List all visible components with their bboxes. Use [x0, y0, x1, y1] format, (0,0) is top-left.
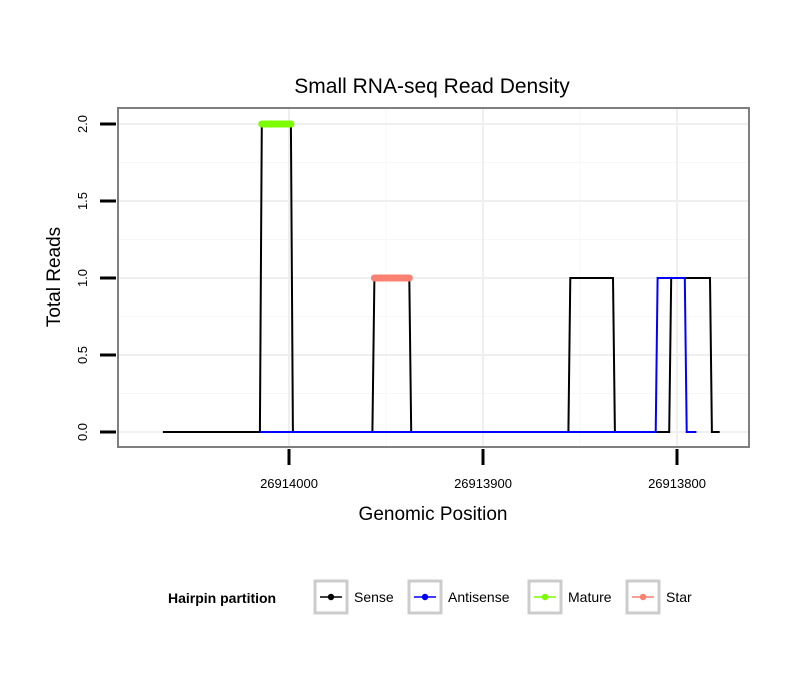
- plot-grid: [118, 108, 749, 447]
- x-tick-label: 26913800: [648, 476, 706, 491]
- plot-panel-border: [117, 107, 750, 448]
- legend-label-antisense: Antisense: [448, 589, 510, 605]
- y-axis-title: Total Reads: [44, 227, 65, 327]
- legend-key-point: [639, 593, 647, 601]
- legend-key-point: [327, 593, 335, 601]
- series-line-antisense: [259, 277, 697, 433]
- y-tick-label: 0.0: [75, 423, 90, 441]
- y-tick-label: 1.0: [75, 269, 90, 287]
- legend-label-sense: Sense: [354, 589, 394, 605]
- x-axis: 26914000 26913900 26913800: [260, 449, 706, 491]
- y-tick-label: 0.5: [75, 346, 90, 364]
- y-axis: 0.0 0.5 1.0 1.5 2.0: [75, 115, 116, 441]
- legend-key-point: [421, 593, 429, 601]
- chart-title: Small RNA-seq Read Density: [294, 75, 570, 98]
- y-tick-label: 1.5: [75, 192, 90, 210]
- legend: Hairpin partition Sense Antisense Mature St…: [168, 579, 692, 615]
- legend-label-mature: Mature: [568, 589, 612, 605]
- legend-key-point: [541, 593, 549, 601]
- x-axis-title: Genomic Position: [359, 504, 508, 525]
- legend-label-star: Star: [666, 589, 692, 605]
- legend-title: Hairpin partition: [168, 590, 276, 606]
- x-tick-label: 26913900: [454, 476, 512, 491]
- plot-series: [162, 120, 720, 433]
- x-tick-label: 26914000: [260, 476, 318, 491]
- y-tick-label: 2.0: [75, 115, 90, 133]
